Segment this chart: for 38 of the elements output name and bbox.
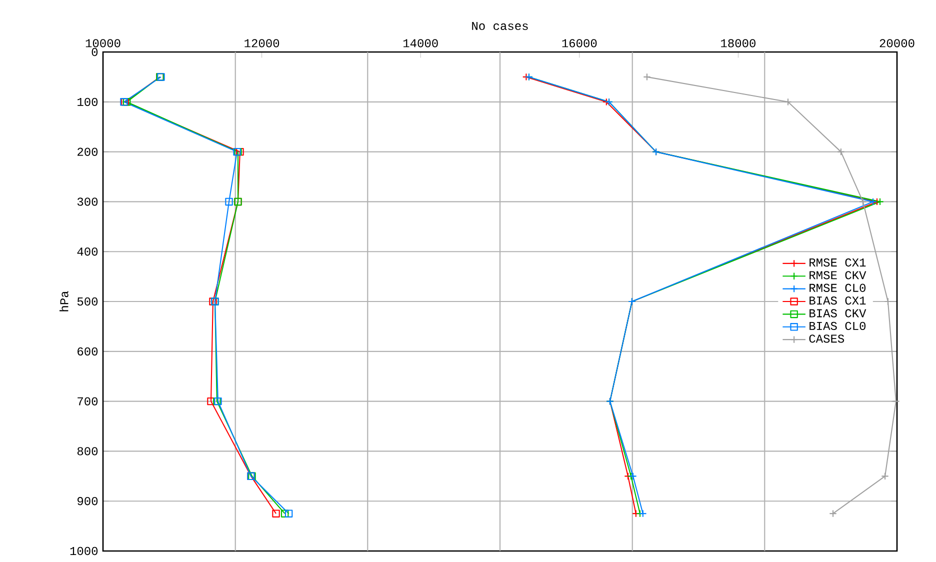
y-tick-label: 300 (77, 198, 98, 206)
x-tick-label: 14000 (403, 39, 438, 48)
legend-label: BIAS CX1 (810, 296, 866, 305)
point (284, 510, 293, 518)
legend-label: BIAS CKV (810, 309, 866, 318)
y-tick-label: 800 (77, 447, 98, 456)
y-tick-label: 0 (92, 48, 98, 56)
y-tick-label: 500 (77, 297, 98, 306)
legend-label: RMSE CKV (810, 271, 866, 280)
point (225, 198, 233, 206)
x-tick-label: 10000 (86, 39, 120, 48)
y-tick-label: 900 (78, 497, 98, 506)
point (643, 73, 651, 81)
legend-label: CASES (809, 334, 844, 343)
point (280, 510, 289, 518)
y-tick-label: 1000 (70, 546, 98, 556)
x-axis-title: No cases (472, 22, 528, 30)
point (881, 472, 889, 480)
point (884, 298, 892, 306)
y-axis-title: hPa (60, 291, 68, 312)
y-tick-label: 600 (78, 347, 98, 356)
y-tick-label: 400 (77, 248, 98, 256)
point (207, 397, 215, 406)
x-tick-label: 16000 (562, 39, 597, 48)
y-tick-label: 200 (78, 148, 98, 156)
x-tick-label: 12000 (244, 39, 280, 48)
x-tick-label: 20000 (880, 39, 914, 48)
point (829, 510, 837, 518)
point (859, 198, 867, 206)
y-tick-label: 100 (78, 98, 98, 106)
legend-label: BIAS CL0 (810, 322, 866, 330)
x-tick-label: 18000 (721, 39, 756, 48)
y-tick-label: 700 (78, 397, 98, 406)
legend-label: RMSE CX1 (810, 258, 866, 267)
point (784, 98, 792, 106)
point (837, 148, 845, 156)
point (272, 510, 280, 518)
legend-label: RMSE CL0 (810, 284, 866, 292)
